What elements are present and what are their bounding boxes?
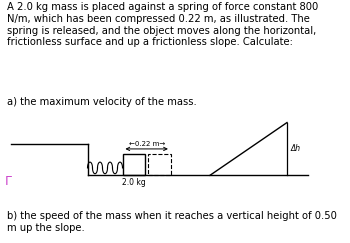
Text: b) the speed of the mass when it reaches a vertical height of 0.50
m up the slop: b) the speed of the mass when it reaches… bbox=[7, 211, 337, 233]
Text: Δh: Δh bbox=[290, 144, 301, 153]
Text: ←0.22 m→: ←0.22 m→ bbox=[128, 141, 165, 147]
Text: 2.0 kg: 2.0 kg bbox=[122, 178, 146, 187]
Text: a) the maximum velocity of the mass.: a) the maximum velocity of the mass. bbox=[7, 97, 197, 107]
Bar bbox=[122, 154, 145, 175]
Text: A 2.0 kg mass is placed against a spring of force constant 800
N/m, which has be: A 2.0 kg mass is placed against a spring… bbox=[7, 2, 318, 47]
Bar bbox=[148, 154, 171, 175]
Text: Γ: Γ bbox=[5, 174, 12, 188]
